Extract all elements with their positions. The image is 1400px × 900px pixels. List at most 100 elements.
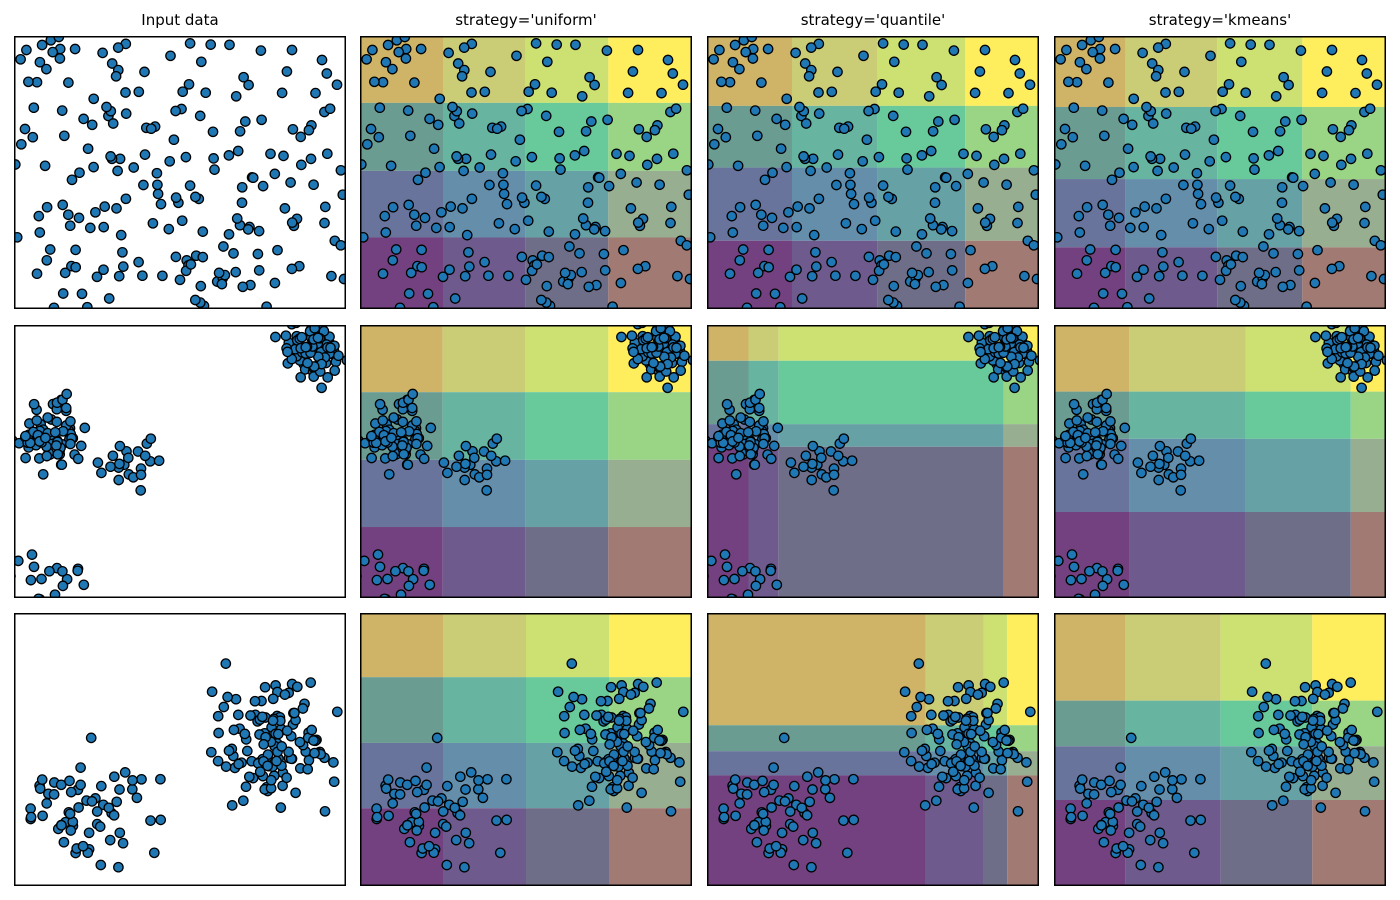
- scatter-point: [1157, 837, 1169, 849]
- scatter-point: [1061, 44, 1072, 56]
- scatter-point: [707, 555, 717, 567]
- bin-cell-x1-y3: [1125, 36, 1218, 107]
- scatter-point: [574, 248, 585, 259]
- scatter-point: [1082, 412, 1094, 423]
- scatter-point: [978, 177, 989, 188]
- scatter-point: [49, 426, 61, 438]
- bin-cell-x1-y3: [442, 325, 526, 393]
- scatter-point: [1113, 212, 1125, 224]
- scatter-point: [503, 270, 514, 282]
- scatter-point: [120, 193, 132, 205]
- scatter-point: [729, 573, 740, 585]
- scatter-point: [410, 220, 422, 232]
- scatter-point: [1368, 757, 1379, 768]
- scatter-point: [452, 58, 464, 69]
- scatter-point: [845, 188, 857, 200]
- scatter-point: [641, 131, 653, 143]
- scatter-point: [787, 821, 799, 832]
- scatter-point: [651, 153, 663, 165]
- scatter-point: [429, 827, 441, 839]
- scatter-point: [1014, 68, 1026, 79]
- bin-cell-x1-y0: [443, 808, 526, 886]
- bin-cell-x3-y1: [608, 170, 692, 238]
- scatter-point: [222, 691, 233, 703]
- scatter-point: [838, 815, 849, 826]
- bin-cell-x2-y3: [526, 613, 609, 678]
- scatter-point: [418, 565, 430, 577]
- scatter-point: [1101, 388, 1113, 400]
- scatter-point: [1060, 452, 1071, 464]
- scatter-point: [804, 203, 815, 214]
- scatter-point: [105, 151, 116, 162]
- scatter-point: [617, 755, 628, 767]
- scatter-point: [278, 150, 289, 162]
- bin-cell-x2-y2: [525, 102, 609, 171]
- scatter-point: [180, 151, 192, 163]
- scatter-point: [434, 161, 445, 173]
- scatter-point: [56, 819, 67, 831]
- scatter-point: [987, 736, 999, 748]
- scatter-point: [1266, 800, 1278, 811]
- scatter-point: [1336, 331, 1348, 343]
- scatter-point: [1364, 103, 1376, 115]
- scatter-point: [479, 86, 491, 98]
- scatter-point: [750, 199, 762, 211]
- scatter-point: [589, 771, 601, 783]
- scatter-point: [454, 771, 466, 783]
- scatter-point: [969, 87, 981, 99]
- scatter-point: [636, 787, 647, 799]
- scatter-point: [422, 288, 434, 300]
- bin-cell-x0-y1: [707, 167, 792, 241]
- scatter-point: [526, 151, 538, 163]
- scatter-point: [64, 220, 76, 232]
- scatter-point: [1214, 274, 1226, 286]
- scatter-point: [949, 711, 961, 723]
- scatter-point: [1173, 86, 1185, 98]
- scatter-point: [838, 433, 850, 445]
- scatter-point: [430, 222, 442, 234]
- scatter-point: [649, 124, 661, 136]
- scatter-point: [79, 422, 91, 434]
- scatter-point: [28, 561, 40, 573]
- data-points: [360, 36, 692, 309]
- scatter-point: [289, 707, 300, 719]
- scatter-point: [583, 281, 595, 293]
- scatter-point: [91, 806, 103, 817]
- scatter-point: [1115, 440, 1127, 452]
- scatter-point: [60, 402, 72, 414]
- scatter-point: [585, 116, 597, 127]
- scatter-point: [574, 724, 586, 736]
- scatter-point: [1019, 270, 1030, 282]
- scatter-point: [436, 206, 447, 218]
- scatter-point: [206, 686, 218, 698]
- bin-cell-x1-y3: [1129, 325, 1246, 392]
- scatter-point: [1260, 761, 1272, 772]
- scatter-point: [799, 58, 811, 69]
- scatter-point: [31, 415, 43, 426]
- scatter-point: [290, 787, 301, 799]
- scatter-point: [1225, 259, 1237, 270]
- scatter-point: [579, 758, 590, 770]
- scatter-point: [409, 77, 420, 88]
- scatter-point: [1272, 709, 1284, 721]
- scatter-point: [730, 468, 742, 480]
- scatter-point: [20, 452, 31, 464]
- scatter-point: [453, 118, 465, 129]
- panel-row2-quantile: [707, 325, 1039, 598]
- scatter-point: [1311, 755, 1322, 767]
- scatter-point: [929, 197, 941, 209]
- scatter-point: [1131, 806, 1143, 817]
- scatter-point: [466, 108, 478, 119]
- scatter-point: [572, 800, 584, 811]
- scatter-point: [41, 450, 53, 462]
- scatter-point: [948, 45, 960, 56]
- scatter-point: [555, 164, 566, 175]
- scatter-point: [602, 711, 614, 723]
- scatter-point: [209, 164, 220, 175]
- scatter-point: [380, 783, 392, 794]
- scatter-point: [628, 346, 639, 358]
- scatter-point: [963, 331, 974, 343]
- scatter-point: [729, 39, 741, 51]
- scatter-point: [65, 438, 76, 450]
- scatter-point: [1263, 150, 1275, 161]
